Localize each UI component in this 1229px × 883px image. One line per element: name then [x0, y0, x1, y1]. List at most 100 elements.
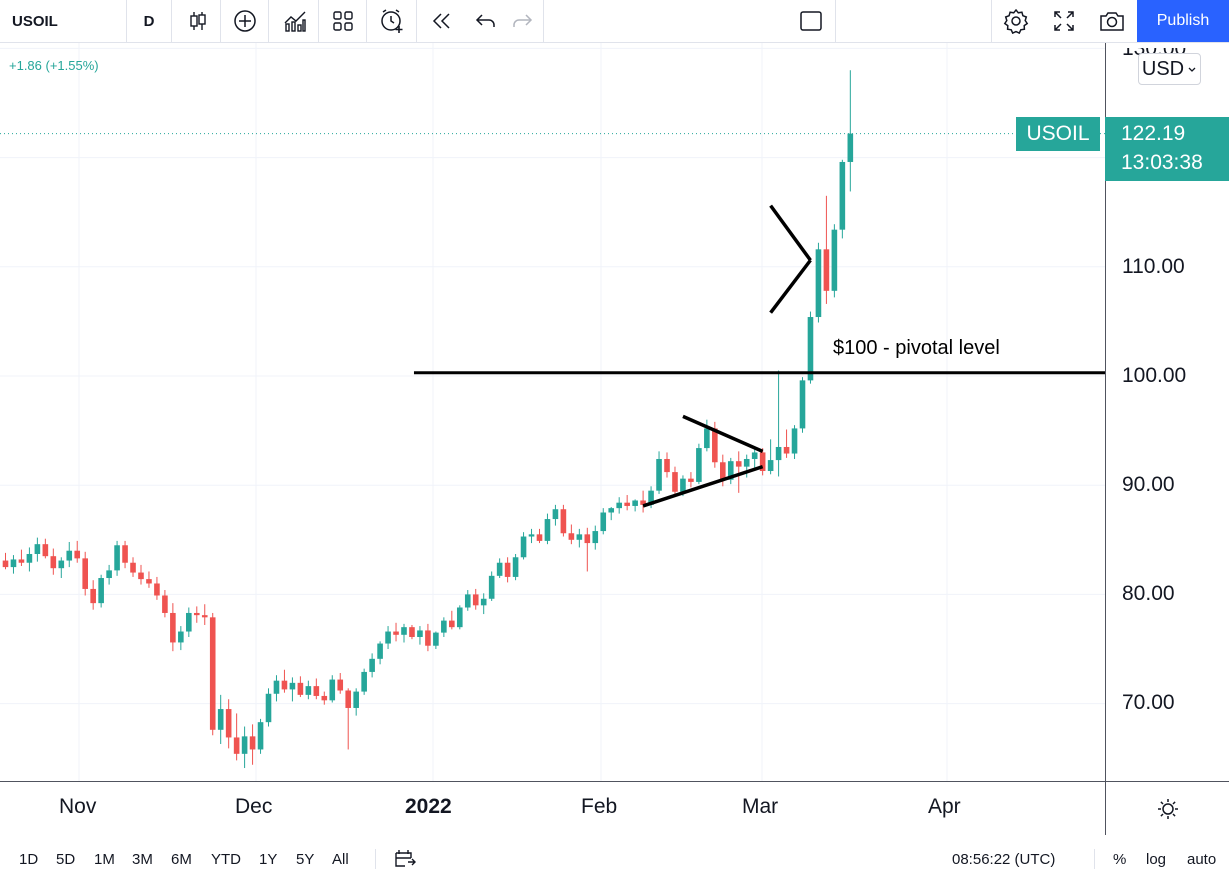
- candle: [369, 653, 375, 678]
- candle-body: [329, 679, 336, 701]
- candle-body: [632, 500, 638, 506]
- candle-body: [488, 575, 495, 599]
- candle-body: [464, 594, 471, 608]
- candle-body: [138, 572, 144, 580]
- axis-settings-button[interactable]: [1105, 781, 1229, 835]
- settings-icon[interactable]: [996, 0, 1036, 42]
- candle-body: [696, 448, 702, 482]
- currency-select[interactable]: USD: [1138, 53, 1201, 85]
- candle: [449, 610, 455, 630]
- candle: [265, 688, 272, 727]
- candle: [114, 540, 120, 576]
- candle-body: [552, 509, 559, 520]
- percent-scale-toggle[interactable]: %: [1113, 850, 1127, 868]
- candle: [512, 553, 519, 581]
- candle: [42, 538, 49, 559]
- candle: [385, 626, 391, 649]
- candle-body: [568, 533, 575, 540]
- range-button-1y[interactable]: 1Y: [259, 850, 278, 868]
- candle: [361, 668, 367, 695]
- candle: [727, 457, 734, 485]
- toolbar-divider: [268, 0, 269, 42]
- bar-countdown: 13:03:38: [1121, 151, 1203, 174]
- date-range-icon[interactable]: [394, 835, 416, 883]
- candle-body: [257, 722, 264, 750]
- candle: [26, 547, 33, 572]
- camera-icon[interactable]: [1092, 0, 1132, 42]
- plus-circle-icon[interactable]: [226, 0, 264, 42]
- bottom-bar: 1D 5D 1M 3M 6M YTD 1Y 5Y All 08:56:22 (U…: [0, 835, 1229, 883]
- candle-body: [281, 680, 288, 690]
- candle: [775, 370, 782, 477]
- auto-scale-toggle[interactable]: auto: [1187, 850, 1217, 868]
- candle-body: [377, 643, 383, 659]
- range-button-ytd[interactable]: YTD: [211, 850, 241, 868]
- price-axis-label: 110.00: [1122, 255, 1185, 278]
- candle-body: [648, 490, 654, 505]
- range-button-5d[interactable]: 5D: [56, 850, 76, 868]
- redo-icon[interactable]: [504, 0, 540, 42]
- candle: [337, 673, 344, 694]
- candle-body: [823, 249, 830, 291]
- publish-button[interactable]: Publish: [1137, 0, 1229, 42]
- candle: [696, 443, 702, 485]
- range-button-1d[interactable]: 1D: [19, 850, 39, 868]
- candle-body: [608, 508, 615, 513]
- candle-body: [369, 658, 375, 672]
- candle-body: [775, 446, 782, 461]
- candle: [146, 571, 152, 588]
- price-axis-label: 70.00: [1122, 691, 1175, 714]
- candle: [743, 454, 750, 478]
- candles-icon[interactable]: [180, 0, 216, 42]
- candle: [329, 675, 336, 703]
- range-button-1m[interactable]: 1M: [94, 850, 115, 868]
- candle: [321, 691, 328, 705]
- candle-body: [233, 737, 240, 754]
- range-button-6m[interactable]: 6M: [171, 850, 192, 868]
- utc-clock[interactable]: 08:56:22 (UTC): [952, 850, 1056, 868]
- candle-body: [496, 562, 503, 576]
- pivotal-level-annotation[interactable]: $100 - pivotal level: [833, 337, 1000, 359]
- candle: [345, 688, 352, 750]
- candle: [106, 564, 112, 585]
- candlestick-chart: [0, 43, 1105, 781]
- candle-body: [154, 583, 160, 596]
- candle: [600, 508, 607, 535]
- indicators-icon[interactable]: [276, 0, 314, 42]
- interval-button[interactable]: D: [143, 12, 155, 30]
- symbol-search-button[interactable]: USOIL: [12, 12, 58, 30]
- candle: [464, 590, 471, 611]
- candle-body: [2, 560, 9, 568]
- candle: [799, 377, 806, 433]
- candle-body: [249, 736, 256, 750]
- range-button-all[interactable]: All: [332, 850, 349, 868]
- candle-body: [225, 709, 232, 738]
- range-button-3m[interactable]: 3M: [132, 850, 153, 868]
- candle-body: [297, 682, 304, 695]
- rectangle-icon[interactable]: [792, 0, 830, 42]
- undo-icon[interactable]: [468, 0, 504, 42]
- candle: [456, 605, 463, 630]
- candle-body: [409, 627, 415, 637]
- chevron-down-icon: [1188, 67, 1196, 72]
- alert-icon[interactable]: [372, 0, 412, 42]
- range-button-5y[interactable]: 5Y: [296, 850, 315, 868]
- price-axis[interactable]: 130.00 110.00 100.00 90.00 80.00 70.00: [1105, 43, 1229, 781]
- candle: [584, 527, 591, 572]
- sun-settings-icon: [1157, 798, 1178, 819]
- fullscreen-icon[interactable]: [1044, 0, 1084, 42]
- replay-icon[interactable]: [424, 0, 460, 42]
- price-change-label: +1.86 (+1.55%): [9, 58, 99, 73]
- candle: [393, 622, 399, 642]
- last-price-tag: 122.19 13:03:38: [1105, 117, 1229, 181]
- log-scale-toggle[interactable]: log: [1146, 850, 1167, 868]
- layout-icon[interactable]: [324, 0, 362, 42]
- candle: [122, 540, 128, 569]
- candle: [249, 724, 256, 765]
- candle-body: [273, 680, 280, 694]
- time-axis[interactable]: Nov Dec 2022 Feb Mar Apr: [0, 781, 1105, 835]
- candle-body: [265, 693, 272, 723]
- candle-body: [584, 534, 591, 544]
- candle-body: [576, 534, 583, 540]
- chart-pane[interactable]: [0, 43, 1105, 781]
